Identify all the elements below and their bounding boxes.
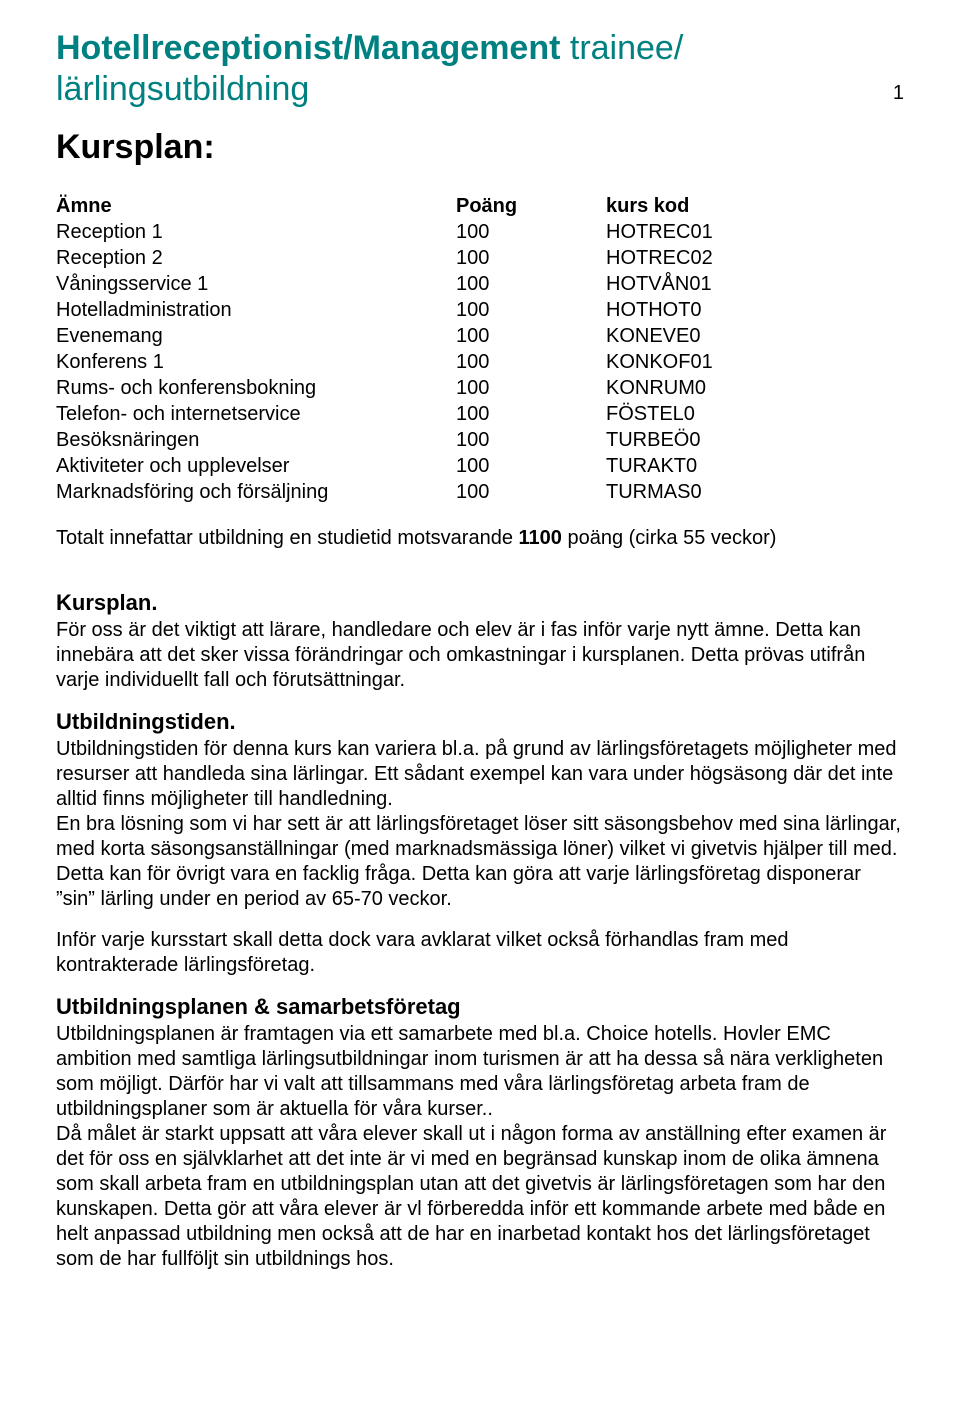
- cell-points: 100: [456, 479, 606, 505]
- cell-code: TURMAS0: [606, 479, 786, 505]
- summary-bold: 1100: [519, 527, 562, 549]
- cell-points: 100: [456, 401, 606, 427]
- utbildningstiden-p1: Utbildningstiden för denna kurs kan vari…: [56, 737, 904, 812]
- kursplan-section-heading: Kursplan.: [56, 590, 904, 616]
- cell-points: 100: [456, 245, 606, 271]
- cell-code: TURAKT0: [606, 453, 786, 479]
- table-row: Aktiviteter och upplevelser100TURAKT0: [56, 453, 786, 479]
- cell-subject: Våningsservice 1: [56, 271, 456, 297]
- cell-subject: Besöksnäringen: [56, 427, 456, 453]
- table-row: Reception 2100HOTREC02: [56, 245, 786, 271]
- cell-subject: Hotelladministration: [56, 297, 456, 323]
- utbildningsplanen-p1: Utbildningsplanen är framtagen via ett s…: [56, 1022, 904, 1122]
- cell-subject: Rums- och konferensbokning: [56, 375, 456, 401]
- kursplan-heading: Kursplan:: [56, 128, 904, 167]
- cell-code: KONRUM0: [606, 375, 786, 401]
- course-table: Ämne Poäng kurs kod Reception 1100HOTREC…: [56, 193, 786, 505]
- cell-points: 100: [456, 219, 606, 245]
- cell-code: KONEVE0: [606, 323, 786, 349]
- cell-code: KONKOF01: [606, 349, 786, 375]
- cell-code: HOTREC01: [606, 219, 786, 245]
- utbildningsplanen-heading: Utbildningsplanen & samarbetsföretag: [56, 994, 904, 1020]
- document-page: 1 Hotellreceptionist/Management trainee/…: [0, 0, 960, 1403]
- table-row: Hotelladministration100HOTHOT0: [56, 297, 786, 323]
- cell-subject: Konferens 1: [56, 349, 456, 375]
- utbildningstiden-p3: Inför varje kursstart skall detta dock v…: [56, 928, 904, 978]
- document-title-line1: Hotellreceptionist/Management trainee/: [56, 28, 904, 69]
- cell-subject: Aktiviteter och upplevelser: [56, 453, 456, 479]
- cell-subject: Telefon- och internetservice: [56, 401, 456, 427]
- cell-points: 100: [456, 297, 606, 323]
- table-row: Evenemang100KONEVE0: [56, 323, 786, 349]
- table-row: Marknadsföring och försäljning100TURMAS0: [56, 479, 786, 505]
- cell-subject: Reception 2: [56, 245, 456, 271]
- cell-code: FÖSTEL0: [606, 401, 786, 427]
- utbildningstiden-p2: En bra lösning som vi har sett är att lä…: [56, 812, 904, 912]
- header-points: Poäng: [456, 193, 606, 219]
- cell-points: 100: [456, 271, 606, 297]
- section-utbildningsplanen: Utbildningsplanen & samarbetsföretag Utb…: [56, 994, 904, 1272]
- utbildningsplanen-p2: Då målet är starkt uppsatt att våra elev…: [56, 1122, 904, 1272]
- cell-subject: Evenemang: [56, 323, 456, 349]
- section-kursplan: Kursplan. För oss är det viktigt att lär…: [56, 590, 904, 693]
- title-light-part: trainee/: [560, 29, 683, 67]
- cell-points: 100: [456, 323, 606, 349]
- table-row: Konferens 1100KONKOF01: [56, 349, 786, 375]
- cell-points: 100: [456, 375, 606, 401]
- cell-code: TURBEÖ0: [606, 427, 786, 453]
- page-number: 1: [893, 82, 904, 105]
- table-row: Besöksnäringen100TURBEÖ0: [56, 427, 786, 453]
- table-row: Reception 1100HOTREC01: [56, 219, 786, 245]
- title-bold-part: Hotellreceptionist/Management: [56, 29, 560, 67]
- summary-line: Totalt innefattar utbildning en studieti…: [56, 527, 904, 550]
- table-row: Våningsservice 1100HOTVÅN01: [56, 271, 786, 297]
- kursplan-section-text: För oss är det viktigt att lärare, handl…: [56, 618, 904, 693]
- cell-code: HOTREC02: [606, 245, 786, 271]
- header-code: kurs kod: [606, 193, 786, 219]
- table-header-row: Ämne Poäng kurs kod: [56, 193, 786, 219]
- summary-suffix: poäng (cirka 55 veckor): [562, 527, 777, 549]
- cell-points: 100: [456, 349, 606, 375]
- summary-prefix: Totalt innefattar utbildning en studieti…: [56, 527, 519, 549]
- cell-points: 100: [456, 427, 606, 453]
- document-title-line2: lärlingsutbildning: [56, 69, 904, 110]
- cell-code: HOTVÅN01: [606, 271, 786, 297]
- section-utbildningstiden: Utbildningstiden. Utbildningstiden för d…: [56, 709, 904, 978]
- utbildningstiden-heading: Utbildningstiden.: [56, 709, 904, 735]
- table-row: Rums- och konferensbokning100KONRUM0: [56, 375, 786, 401]
- table-row: Telefon- och internetservice100FÖSTEL0: [56, 401, 786, 427]
- cell-subject: Marknadsföring och försäljning: [56, 479, 456, 505]
- cell-subject: Reception 1: [56, 219, 456, 245]
- cell-points: 100: [456, 453, 606, 479]
- header-subject: Ämne: [56, 193, 456, 219]
- cell-code: HOTHOT0: [606, 297, 786, 323]
